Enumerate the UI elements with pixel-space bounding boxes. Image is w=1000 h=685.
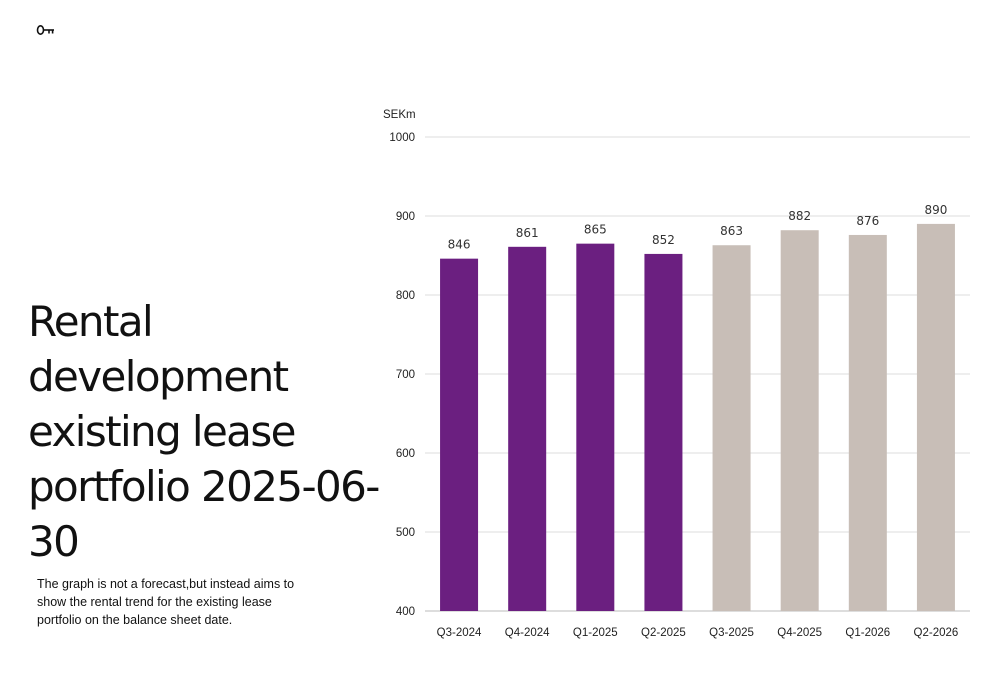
data-label: 846 bbox=[448, 238, 471, 252]
data-label: 861 bbox=[516, 226, 539, 240]
data-label: 852 bbox=[652, 233, 675, 247]
x-tick-label: Q2-2026 bbox=[914, 627, 959, 639]
x-tick-label: Q1-2026 bbox=[845, 627, 890, 639]
page-title: Rental development existing lease portfo… bbox=[28, 294, 388, 569]
y-tick-label: 600 bbox=[396, 448, 415, 460]
x-tick-label: Q3-2024 bbox=[437, 627, 482, 639]
bar-q2-2026 bbox=[916, 223, 955, 611]
bar-q1-2025 bbox=[576, 243, 615, 611]
x-tick-label: Q4-2025 bbox=[777, 627, 822, 639]
x-tick-label: Q3-2025 bbox=[709, 627, 754, 639]
title-line-1: Rental development bbox=[28, 297, 289, 401]
bar-q4-2025 bbox=[780, 230, 819, 611]
title-line-3: portfolio 2025-06-30 bbox=[28, 462, 380, 566]
y-axis-unit-label: SEKm bbox=[383, 109, 416, 121]
bar-q3-2024 bbox=[440, 258, 479, 611]
y-tick-label: 700 bbox=[396, 369, 415, 381]
y-tick-label: 1000 bbox=[389, 132, 415, 144]
data-label: 890 bbox=[924, 203, 947, 217]
y-tick-label: 900 bbox=[396, 211, 415, 223]
data-label: 876 bbox=[856, 214, 879, 228]
data-label: 882 bbox=[788, 209, 811, 223]
x-tick-label: Q2-2025 bbox=[641, 627, 686, 639]
x-tick-label: Q1-2025 bbox=[573, 627, 618, 639]
disclaimer-note: The graph is not a forecast,but instead … bbox=[37, 577, 295, 627]
y-tick-label: 500 bbox=[396, 527, 415, 539]
y-tick-label: 400 bbox=[396, 606, 415, 618]
data-label: 865 bbox=[584, 223, 607, 237]
bar-q1-2026 bbox=[848, 234, 887, 611]
y-tick-label: 800 bbox=[396, 290, 415, 302]
bar-q2-2025 bbox=[644, 253, 683, 612]
bar-q4-2024 bbox=[508, 246, 547, 611]
data-label: 863 bbox=[720, 224, 743, 238]
title-line-2: existing lease bbox=[28, 407, 296, 456]
x-tick-label: Q4-2024 bbox=[505, 627, 550, 639]
bar-q3-2025 bbox=[712, 245, 751, 612]
key-icon bbox=[36, 25, 54, 35]
